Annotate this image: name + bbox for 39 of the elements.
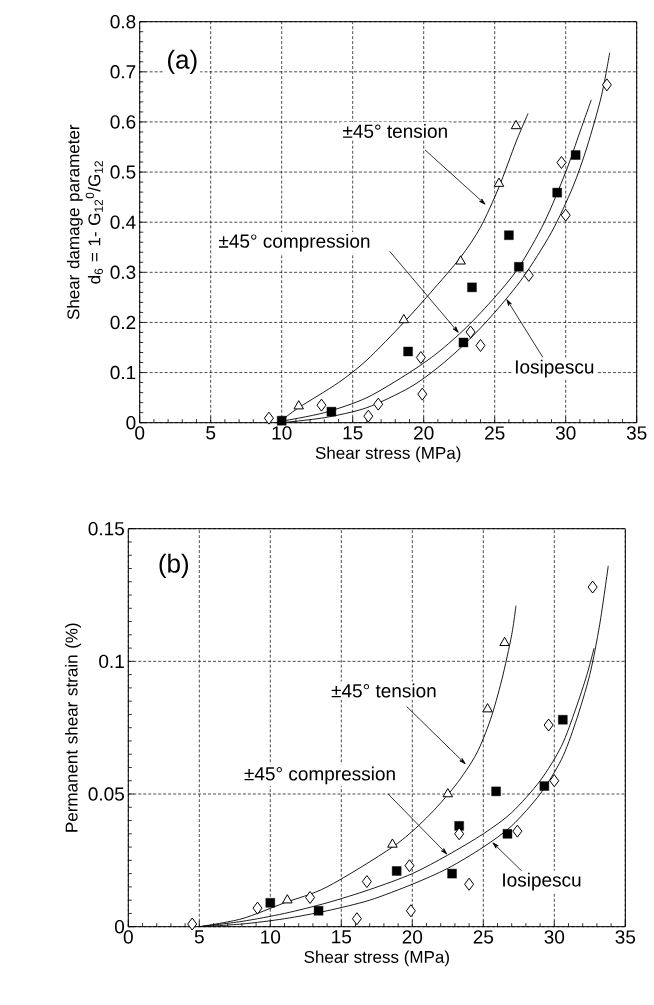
y-tick-label: 0.15: [88, 521, 124, 536]
y-tick-label: 0.6: [110, 115, 136, 129]
x-tick-label: 25: [473, 930, 494, 944]
y-tick-label: 0.2: [110, 315, 136, 330]
x-tick-label: 5: [206, 426, 216, 440]
y-tick-label: 0: [114, 919, 125, 934]
y-tick-label: 0.5: [110, 165, 136, 179]
y-tick-label: 0.4: [110, 215, 136, 229]
y-tick-label: 0.05: [88, 787, 124, 801]
annotation: ±45° compression: [219, 233, 370, 252]
x-tick-label: 35: [615, 930, 636, 944]
y-tick-label: 0: [126, 415, 136, 430]
y-tick-label: 0.7: [110, 65, 136, 79]
x-tick-label: 35: [626, 426, 647, 440]
x-tick-label: 15: [343, 426, 363, 440]
annotation: Iosipescu: [515, 359, 594, 378]
y-tick-label: 0.3: [110, 265, 136, 280]
y-axis-title: Permanent shear strain (%): [65, 623, 81, 832]
annotation: (a): [168, 49, 197, 74]
x-tick-label: 15: [332, 930, 352, 944]
x-tick-label: 20: [402, 930, 423, 944]
x-tick-label: 0: [135, 426, 145, 440]
annotation: ±45° tension: [331, 683, 436, 698]
x-tick-label: 30: [544, 930, 565, 944]
annotation: (b): [159, 553, 189, 578]
x-tick-label: 10: [261, 930, 281, 944]
annotation: ±45° compression: [244, 766, 395, 785]
annotation: ±45° tension: [343, 123, 447, 138]
y-tick-label: 0.1: [99, 654, 124, 669]
x-tick-label: 25: [485, 426, 505, 440]
y-tick-label: 0.8: [110, 14, 136, 29]
annotation: Iosipescu: [503, 872, 581, 891]
x-tick-label: 5: [194, 930, 204, 944]
y-tick-label: 0.1: [110, 365, 136, 380]
x-axis-title: Shear stress (MPa): [315, 446, 461, 463]
x-tick-label: 20: [414, 426, 434, 440]
x-axis-title: Shear stress (MPa): [304, 950, 449, 967]
x-tick-label: 30: [555, 426, 576, 440]
x-tick-label: 10: [272, 426, 292, 440]
